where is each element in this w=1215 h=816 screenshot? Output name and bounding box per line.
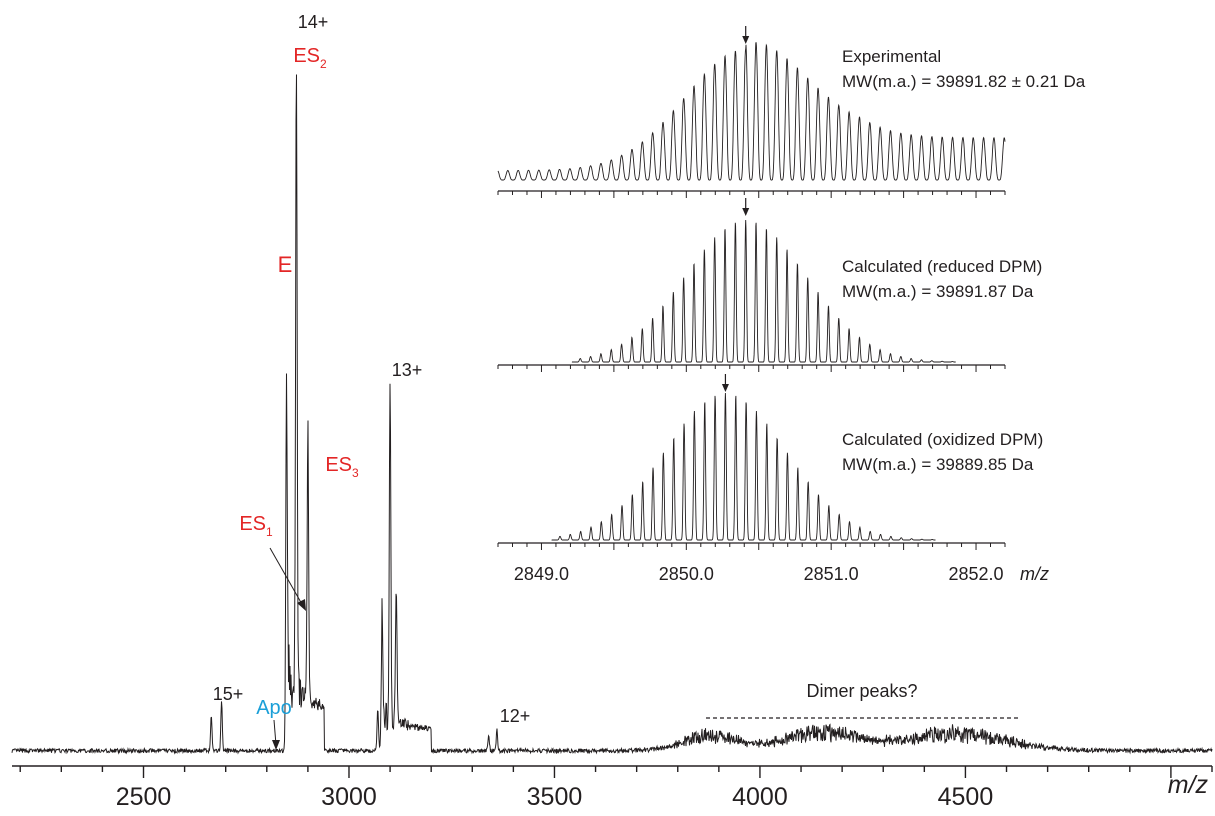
- centroid-arrow-head: [742, 36, 750, 44]
- main-x-ticks: [19, 766, 1213, 778]
- centroid-arrow-head: [742, 208, 750, 216]
- main-x-tick-labels: 2500 3000 3500 4000 4500: [116, 783, 994, 811]
- e-label: E: [278, 252, 293, 277]
- dimer-peaks-label: Dimer peaks?: [806, 681, 917, 701]
- reduced-title: Calculated (reduced DPM): [842, 257, 1042, 276]
- experimental-title: Experimental: [842, 47, 941, 66]
- isotope-envelope: [551, 392, 936, 541]
- inset-x-axis-label: m/z: [1020, 564, 1049, 584]
- es2-label: ES2: [293, 45, 327, 71]
- es1-arrow-line: [269, 547, 304, 607]
- reduced-mw: MW(m.a.) = 39891.87 Da: [842, 282, 1034, 301]
- charge-label-14plus: 14+: [298, 12, 329, 32]
- oxidized-title: Calculated (oxidized DPM): [842, 430, 1043, 449]
- apo-arrow-head: [272, 740, 280, 750]
- main-annotations: 15+ Apo 14+ ES2 E ES1 ES3 13+ 12+ Dimer …: [213, 12, 1018, 750]
- inset-isotope-panels: [497, 26, 1006, 550]
- es3-label: ES3: [325, 454, 359, 480]
- inset-panel-2: [497, 198, 1006, 372]
- es1-arrow-head: [297, 599, 306, 611]
- main-spectrum-trace: [11, 74, 1213, 755]
- isotope-envelope: [497, 42, 1006, 181]
- inset-panel-3: [497, 374, 1006, 550]
- inset-tick-label: 2850.0: [659, 564, 714, 584]
- isotope-envelope: [571, 219, 956, 363]
- main-spectrum: 2500 3000 3500 4000 4500 m/z: [11, 74, 1213, 811]
- inset-x-tick-labels: 2849.0 2850.0 2851.0 2852.0: [514, 564, 1004, 584]
- inset-panel-1: [497, 26, 1006, 198]
- experimental-mw: MW(m.a.) = 39891.82 ± 0.21 Da: [842, 72, 1086, 91]
- inset-tick-label: 2851.0: [804, 564, 859, 584]
- charge-label-13plus: 13+: [392, 360, 423, 380]
- charge-label-12plus: 12+: [500, 706, 531, 726]
- x-tick-label: 2500: [116, 783, 172, 811]
- x-tick-label: 4000: [732, 783, 788, 811]
- charge-label-15plus: 15+: [213, 684, 244, 704]
- x-tick-label: 3500: [527, 783, 583, 811]
- x-tick-label: 3000: [321, 783, 377, 811]
- x-tick-label: 4500: [938, 783, 994, 811]
- centroid-arrow-head: [721, 384, 729, 392]
- inset-tick-label: 2852.0: [948, 564, 1003, 584]
- es1-label: ES1: [239, 513, 273, 539]
- main-x-axis-label: m/z: [1168, 771, 1209, 799]
- apo-label: Apo: [256, 697, 292, 719]
- inset-tick-label: 2849.0: [514, 564, 569, 584]
- inset-panel-texts: Experimental MW(m.a.) = 39891.82 ± 0.21 …: [842, 47, 1086, 474]
- oxidized-mw: MW(m.a.) = 39889.85 Da: [842, 455, 1034, 474]
